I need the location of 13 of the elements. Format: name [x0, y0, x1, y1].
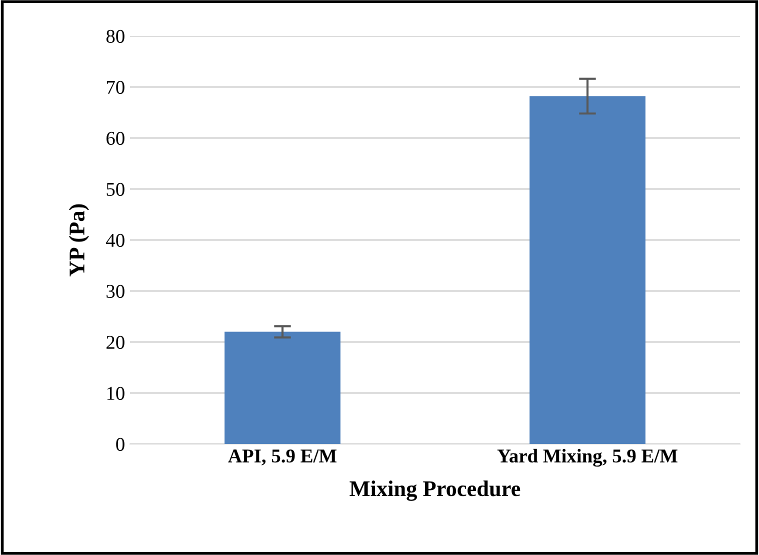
y-axis-title: YP (Pa)	[68, 204, 90, 276]
y-tick-label: 0	[116, 438, 124, 451]
y-tick-label: 60	[106, 132, 124, 145]
y-tick-label: 30	[106, 284, 124, 298]
y-tick-label: 70	[106, 80, 124, 94]
y-tick-label: 10	[107, 386, 124, 400]
y-tick-label: 40	[106, 234, 124, 247]
x-tick-label: API, 5.9 E/M	[228, 449, 336, 466]
y-tick-label: 80	[106, 30, 124, 43]
x-tick-label: Yard Mixing, 5.9 E/M	[497, 448, 678, 467]
y-tick-label: 50	[106, 182, 124, 196]
y-tick-label: 20	[106, 336, 124, 349]
x-axis-title: Mixing Procedure	[350, 480, 520, 501]
